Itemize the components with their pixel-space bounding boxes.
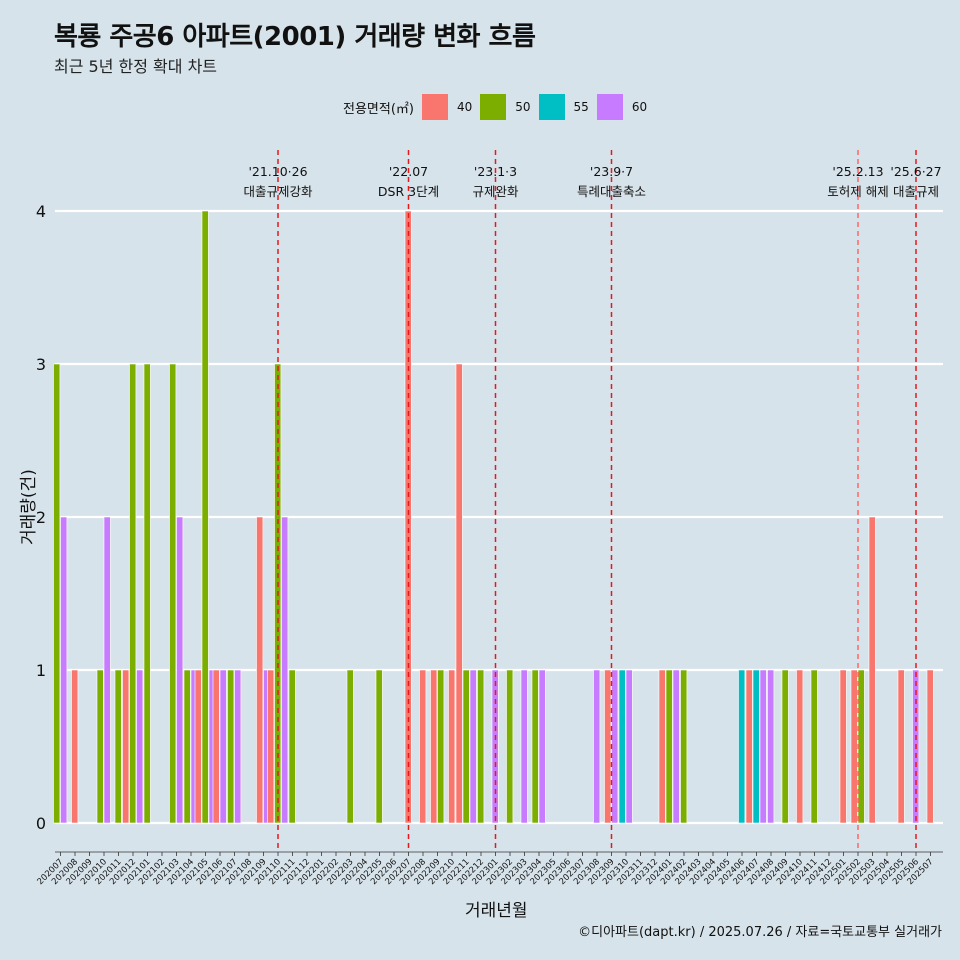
event-label: 특례대출축소 xyxy=(577,184,646,199)
bar-40-202110 xyxy=(267,669,275,824)
bar-40-202105 xyxy=(194,669,202,824)
bar-60-202310 xyxy=(625,669,633,824)
y-tick-label: 4 xyxy=(36,202,46,221)
event-label: 토허제 해제 xyxy=(827,184,888,199)
x-axis-label: 거래년월 xyxy=(465,901,528,921)
bar-40-202012 xyxy=(122,669,130,824)
bar-60-202304 xyxy=(538,669,546,824)
bar-60-202309 xyxy=(611,669,619,824)
bar-50-202011 xyxy=(114,669,122,824)
legend-item-55: 55 xyxy=(538,94,589,120)
bar-40-202210 xyxy=(448,669,456,824)
event-label: 규제완화 xyxy=(472,184,519,199)
bar-40-202505 xyxy=(897,669,905,824)
event-label: 대출규제강화 xyxy=(243,184,313,199)
bar-40-202211 xyxy=(455,363,463,824)
legend-label-55: 55 xyxy=(573,100,589,114)
bar-55-202407 xyxy=(752,669,760,824)
chart-caption: ©디아파트(dapt.kr) / 2025.07.26 / 자료=국토교통부 실… xyxy=(578,925,942,940)
y-tick-label: 1 xyxy=(36,661,46,680)
legend-swatch-55 xyxy=(538,94,565,120)
y-axis-label: 거래량(건) xyxy=(19,469,39,545)
bar-60-202110 xyxy=(281,516,289,824)
bar-50-202111 xyxy=(288,669,296,824)
bar-60-202401 xyxy=(672,669,680,824)
bar-40-202410 xyxy=(796,669,804,824)
bar-60-202408 xyxy=(767,669,775,824)
event-date: '25.6·27 xyxy=(890,164,941,179)
y-tick-label: 2 xyxy=(36,508,46,527)
bar-40-202208 xyxy=(419,669,427,824)
bar-40-202501 xyxy=(839,669,847,824)
legend-item-40: 40 xyxy=(421,94,473,120)
chart-subtitle: 최근 5년 한정 확대 차트 xyxy=(54,57,218,76)
bar-60-202107 xyxy=(234,669,242,824)
bar-50-202105 xyxy=(201,210,209,824)
bar-55-202310 xyxy=(618,669,626,824)
chart-title: 복룡 주공6 아파트(2001) 거래량 변화 흐름 xyxy=(54,22,536,52)
bar-50-202010 xyxy=(96,669,104,824)
bar-40-202008 xyxy=(71,669,79,824)
legend-swatch-60 xyxy=(596,94,623,120)
bar-50-202007 xyxy=(53,363,61,824)
legend-item-50: 50 xyxy=(480,94,531,120)
event-date: '21.10·26 xyxy=(248,164,307,179)
bar-50-202401 xyxy=(665,669,673,824)
bar-50-202409 xyxy=(781,669,789,824)
bar-55-202406 xyxy=(738,669,746,824)
legend-item-60: 60 xyxy=(596,94,648,120)
legend-label-60: 60 xyxy=(631,100,648,114)
bar-40-202507 xyxy=(926,669,934,824)
bar-40-202503 xyxy=(868,516,876,824)
bar-50-202212 xyxy=(477,669,485,824)
bar-50-202104 xyxy=(183,669,191,824)
bar-60-202303 xyxy=(520,669,528,824)
legend-swatch-40 xyxy=(421,94,448,120)
bar-50-202209 xyxy=(437,669,445,824)
bar-50-202101 xyxy=(143,363,151,824)
bar-60-202010 xyxy=(103,516,111,824)
bar-50-202402 xyxy=(680,669,688,824)
bar-40-202502 xyxy=(850,669,858,824)
event-label: 대출규제 xyxy=(893,184,939,199)
legend-title: 전용면적(㎡) xyxy=(343,101,414,117)
legend: 전용면적(㎡) 40 50 55 60 xyxy=(343,93,655,121)
event-label: DSR 3단계 xyxy=(378,184,439,199)
legend-label-40: 40 xyxy=(456,100,473,114)
event-date: '23.1·3 xyxy=(474,164,517,179)
legend-swatch-50 xyxy=(480,94,507,120)
bar-60-202407 xyxy=(759,669,767,824)
y-tick-label: 0 xyxy=(36,814,46,833)
bar-50-202205 xyxy=(375,669,383,824)
bar-60-202007 xyxy=(60,516,68,824)
bar-50-202107 xyxy=(227,669,235,824)
bar-50-202103 xyxy=(169,363,177,824)
bar-50-202203 xyxy=(346,669,354,824)
bar-50-202411 xyxy=(810,669,818,824)
bar-50-202304 xyxy=(531,669,539,824)
event-date: '22.07 xyxy=(389,164,428,179)
bar-60-202106 xyxy=(219,669,227,824)
bar-50-202012 xyxy=(129,363,137,824)
bar-60-202012 xyxy=(136,669,144,824)
event-date: '25.2.13 xyxy=(832,164,883,179)
bar-60-202103 xyxy=(176,516,184,824)
bar-40-202407 xyxy=(745,669,753,824)
bar-40-202109 xyxy=(256,516,264,824)
bar-50-202302 xyxy=(506,669,514,824)
legend-label-50: 50 xyxy=(515,100,531,114)
y-tick-label: 3 xyxy=(36,355,46,374)
bar-40-202401 xyxy=(658,669,666,824)
event-date: '23.9·7 xyxy=(590,164,633,179)
bar-60-202308 xyxy=(593,669,601,824)
bar-50-202502 xyxy=(857,669,865,824)
bar-40-202207 xyxy=(404,210,412,824)
bar-60-202211 xyxy=(469,669,477,824)
bar-40-202209 xyxy=(430,669,438,824)
bar-40-202106 xyxy=(212,669,220,824)
bar-40-202309 xyxy=(604,669,612,824)
bar-50-202211 xyxy=(462,669,470,824)
